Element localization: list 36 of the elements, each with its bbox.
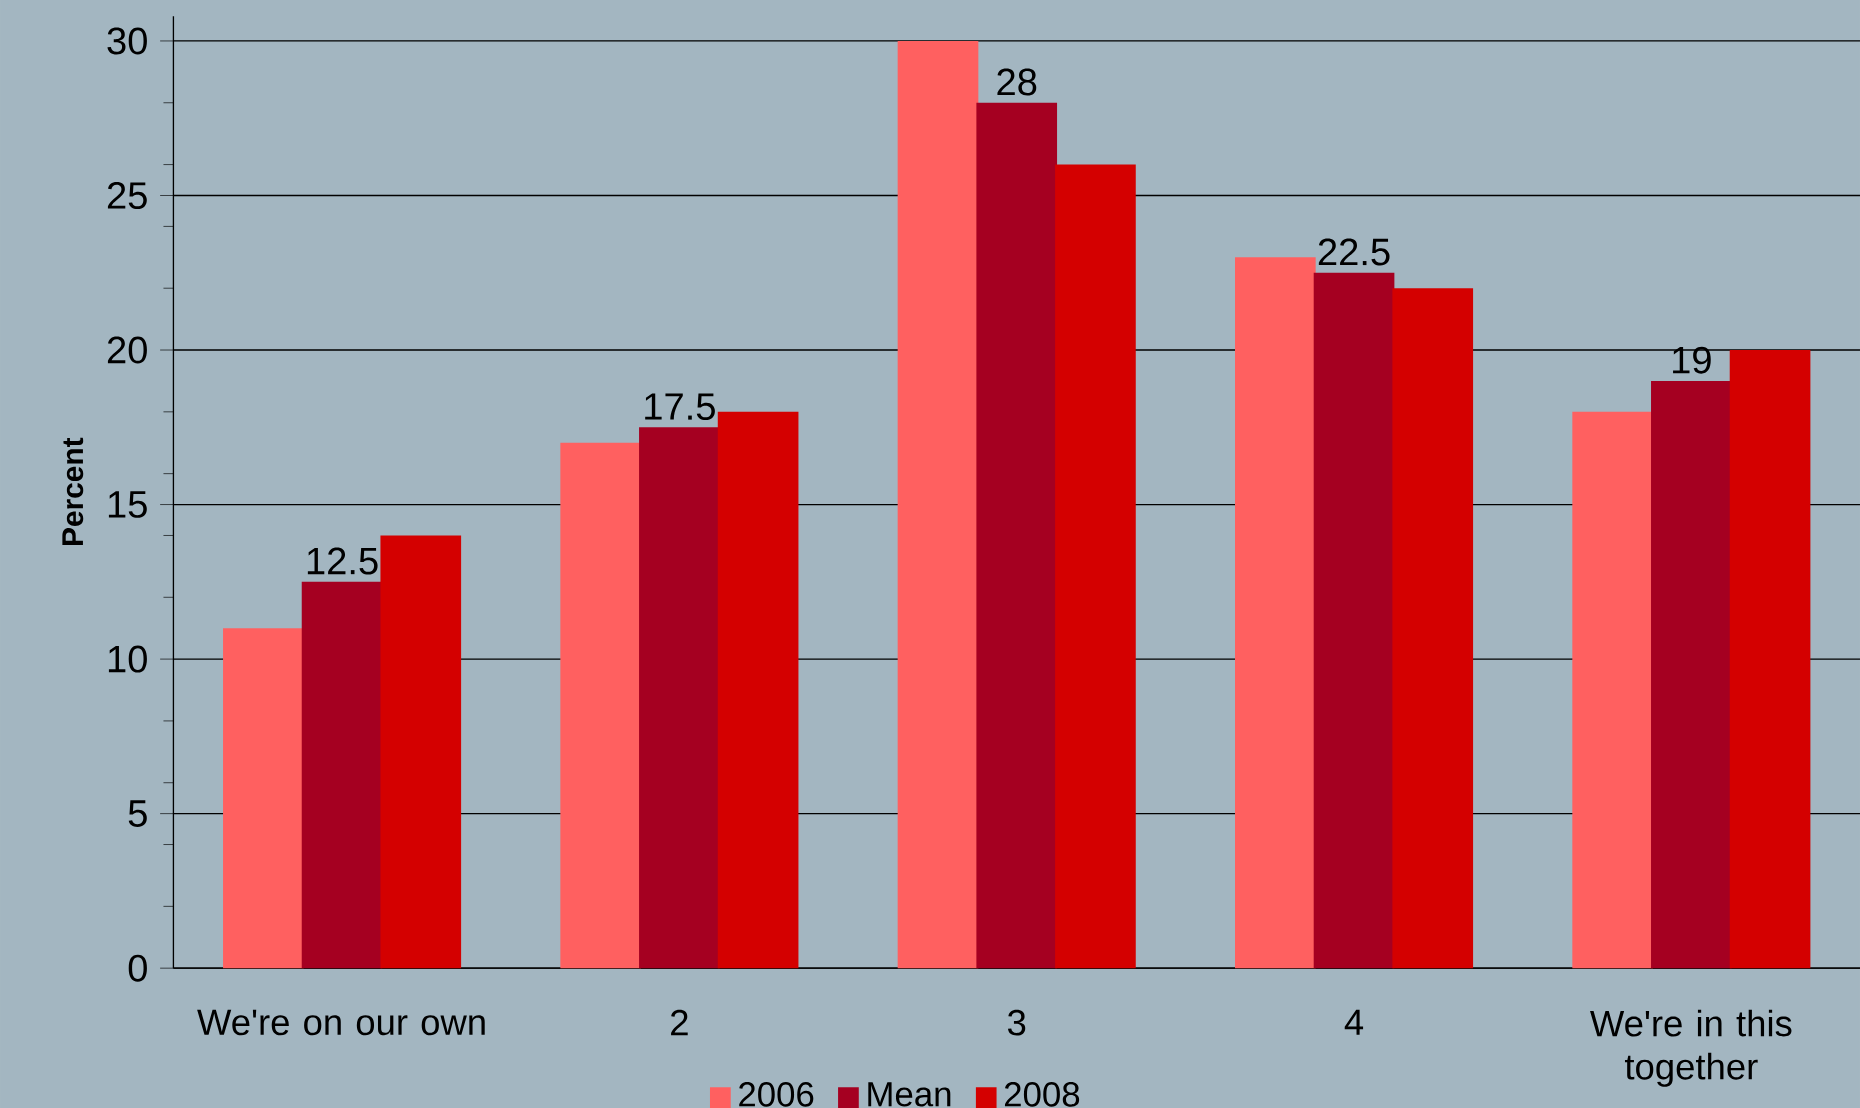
bar xyxy=(976,102,1058,968)
data-label: 22.5 xyxy=(1318,238,1390,266)
y-tick-label: 25 xyxy=(107,181,147,209)
x-tick-label: 3 xyxy=(1007,1009,1026,1036)
y-tick-label: 0 xyxy=(128,954,147,982)
x-tick-label: 2 xyxy=(671,1009,688,1035)
data-label: 19 xyxy=(1673,346,1711,374)
bar xyxy=(560,442,642,968)
bar xyxy=(1572,411,1653,968)
y-axis-title: Percent xyxy=(62,437,84,545)
x-tick-label: 4 xyxy=(1344,1009,1364,1035)
bar xyxy=(1055,164,1136,968)
y-tick-label: 20 xyxy=(107,336,147,364)
legend-label: 2006 xyxy=(739,1081,814,1107)
bar xyxy=(380,535,462,968)
bar xyxy=(1313,272,1395,968)
data-label: 28 xyxy=(997,68,1037,96)
legend-label: Mean xyxy=(868,1082,951,1107)
bar xyxy=(717,411,799,968)
bar xyxy=(639,427,720,968)
x-tick-label: We're in this together xyxy=(1590,1009,1792,1087)
bar xyxy=(301,581,383,968)
bar xyxy=(1729,349,1811,968)
y-tick-label: 10 xyxy=(108,645,147,673)
y-tick-label: 30 xyxy=(107,27,147,55)
data-label: 17.5 xyxy=(645,393,715,420)
bar xyxy=(1392,287,1474,968)
data-label: 12.5 xyxy=(307,547,378,575)
bar xyxy=(897,40,979,968)
legend-label: 2008 xyxy=(1004,1081,1080,1107)
y-tick-label: 5 xyxy=(128,800,147,827)
y-tick-label: 15 xyxy=(108,491,147,518)
x-tick-label: We're on our own xyxy=(197,1009,485,1035)
bar xyxy=(1235,257,1316,968)
bar xyxy=(1651,380,1732,968)
bar xyxy=(223,627,304,968)
